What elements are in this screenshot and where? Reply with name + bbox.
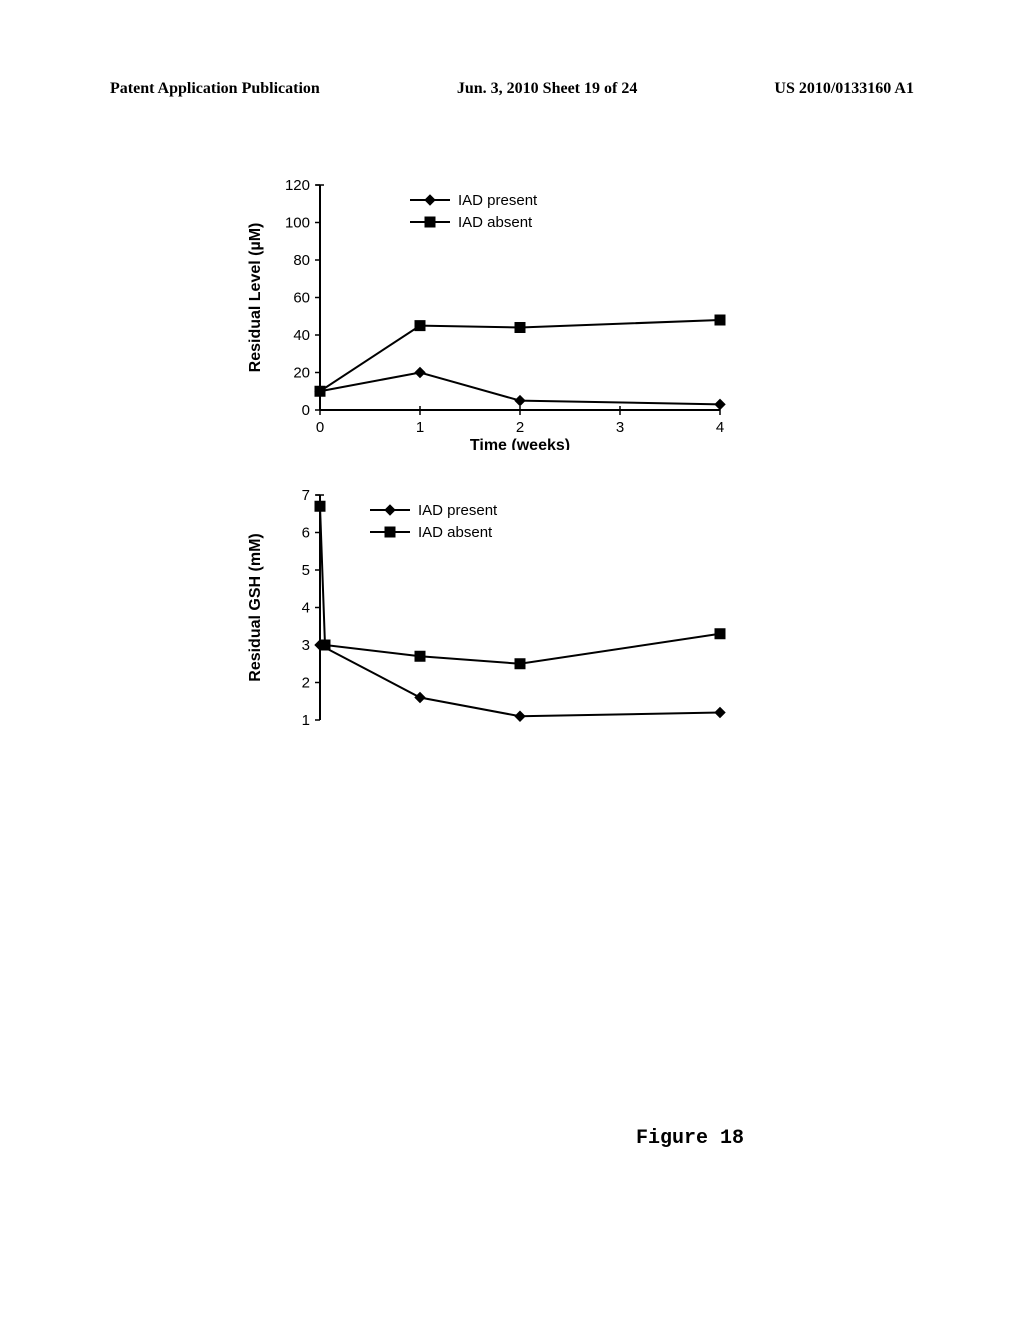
svg-text:Residual Level (µM): Residual Level (µM) [247, 223, 264, 373]
header-left: Patent Application Publication [110, 80, 320, 98]
svg-text:0: 0 [302, 402, 310, 419]
svg-text:2: 2 [516, 419, 524, 436]
figure-label: Figure 18 [636, 1127, 744, 1150]
svg-text:5: 5 [302, 562, 310, 579]
svg-text:2: 2 [302, 675, 310, 692]
page-header: Patent Application Publication Jun. 3, 2… [110, 80, 914, 98]
svg-text:4: 4 [302, 600, 310, 617]
svg-text:80: 80 [293, 252, 310, 269]
svg-text:1: 1 [302, 712, 310, 729]
svg-text:IAD present: IAD present [458, 192, 538, 209]
svg-text:Time (weeks): Time (weeks) [470, 437, 570, 450]
chart-residual-gsh: 1 2 3 4 5 6 7 Residual GSH (mM) IAD present IAD a… [240, 480, 740, 760]
header-center: Jun. 3, 2010 Sheet 19 of 24 [457, 80, 637, 98]
chart-residual-level: 0 20 40 60 80 100 120 0 1 2 3 4 Residual Level (µM) T… [240, 170, 740, 450]
svg-text:Residual GSH (mM): Residual GSH (mM) [247, 533, 264, 681]
svg-text:60: 60 [293, 290, 310, 307]
svg-text:40: 40 [293, 327, 310, 344]
svg-text:3: 3 [616, 419, 624, 436]
svg-text:100: 100 [285, 215, 310, 232]
svg-text:IAD absent: IAD absent [458, 214, 533, 231]
svg-text:0: 0 [316, 419, 324, 436]
svg-text:7: 7 [302, 487, 310, 504]
svg-text:20: 20 [293, 365, 310, 382]
header-right: US 2010/0133160 A1 [774, 80, 914, 98]
svg-text:4: 4 [716, 419, 724, 436]
svg-text:3: 3 [302, 637, 310, 654]
svg-text:IAD absent: IAD absent [418, 524, 493, 541]
svg-text:IAD present: IAD present [418, 502, 498, 519]
svg-text:120: 120 [285, 177, 310, 194]
svg-text:1: 1 [416, 419, 424, 436]
svg-text:6: 6 [302, 525, 310, 542]
